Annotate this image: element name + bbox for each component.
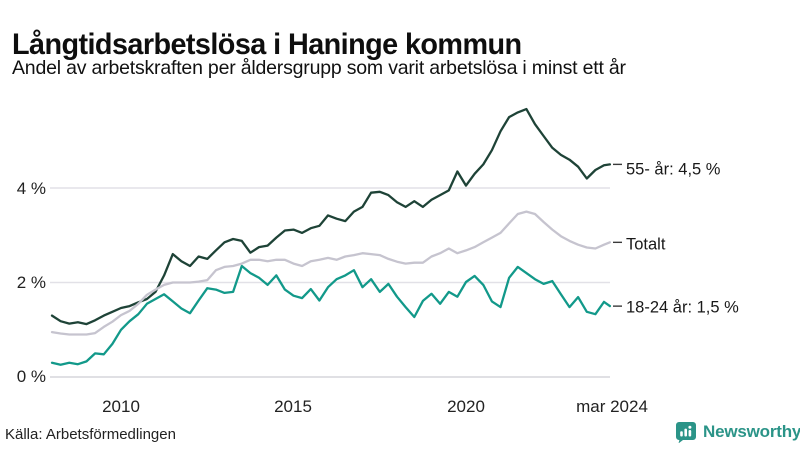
y-axis-tick-2: 2 % [16, 273, 46, 292]
newsworthy-wordmark: Newsworthy [703, 422, 800, 441]
series-label-totalt: Totalt [626, 235, 666, 254]
page-title: Långtidsarbetslösa i Haninge kommun [12, 28, 522, 62]
source-attribution: Källa: Arbetsförmedlingen [5, 426, 176, 443]
newsworthy-bubble-icon [676, 422, 696, 443]
series-line-1 [50, 210, 612, 336]
x-axis-tick-2020: 2020 [447, 397, 485, 416]
series-label-18-24-ar: 18-24 år: 1,5 % [626, 298, 739, 317]
chart-subtitle: Andel av arbetskraften per åldersgrupp s… [12, 57, 626, 79]
y-axis-tick-0: 0 % [16, 367, 46, 386]
series-line-0 [50, 107, 612, 326]
series-label-55-ar: 55- år: 4,5 % [626, 160, 721, 179]
y-axis-tick-4: 4 % [16, 179, 46, 198]
newsworthy-logo[interactable]: Newsworthy [675, 421, 800, 443]
x-axis-tick-2015: 2015 [274, 397, 312, 416]
x-axis-tick-2010: 2010 [102, 397, 140, 416]
series-line-2 [50, 264, 612, 366]
x-axis-tick-mar-2024: mar 2024 [576, 397, 648, 416]
